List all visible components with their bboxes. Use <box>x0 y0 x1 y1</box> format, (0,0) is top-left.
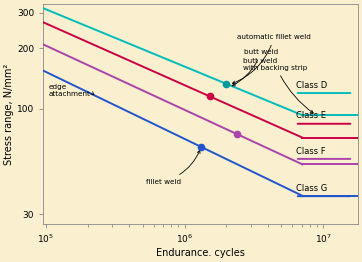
Text: fillet weld: fillet weld <box>146 150 200 185</box>
Text: edge
attachment: edge attachment <box>49 84 94 97</box>
X-axis label: Endurance. cycles: Endurance. cycles <box>156 248 245 258</box>
Text: Class D: Class D <box>296 81 328 90</box>
Text: butt weld
with backing strip: butt weld with backing strip <box>243 58 313 113</box>
Y-axis label: Stress range, N/mm²: Stress range, N/mm² <box>4 63 14 165</box>
Text: butt weld: butt weld <box>232 49 278 86</box>
Text: automatic fillet weld: automatic fillet weld <box>232 34 311 84</box>
Text: Class E: Class E <box>296 112 327 121</box>
Text: Class F: Class F <box>296 147 326 156</box>
Text: Class G: Class G <box>296 184 328 193</box>
